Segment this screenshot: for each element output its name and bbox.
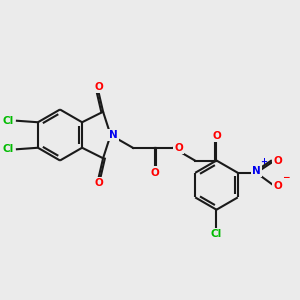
- Text: O: O: [174, 143, 183, 153]
- Text: −: −: [282, 173, 289, 182]
- Text: O: O: [212, 131, 221, 141]
- Text: O: O: [94, 178, 103, 188]
- Text: O: O: [273, 156, 282, 166]
- Text: +: +: [260, 157, 267, 166]
- Text: O: O: [273, 181, 282, 191]
- Text: O: O: [150, 167, 159, 178]
- Text: N: N: [109, 130, 117, 140]
- Text: O: O: [94, 82, 103, 92]
- Text: Cl: Cl: [211, 229, 222, 239]
- Text: Cl: Cl: [3, 144, 14, 154]
- Text: N: N: [252, 166, 261, 176]
- Text: Cl: Cl: [3, 116, 14, 126]
